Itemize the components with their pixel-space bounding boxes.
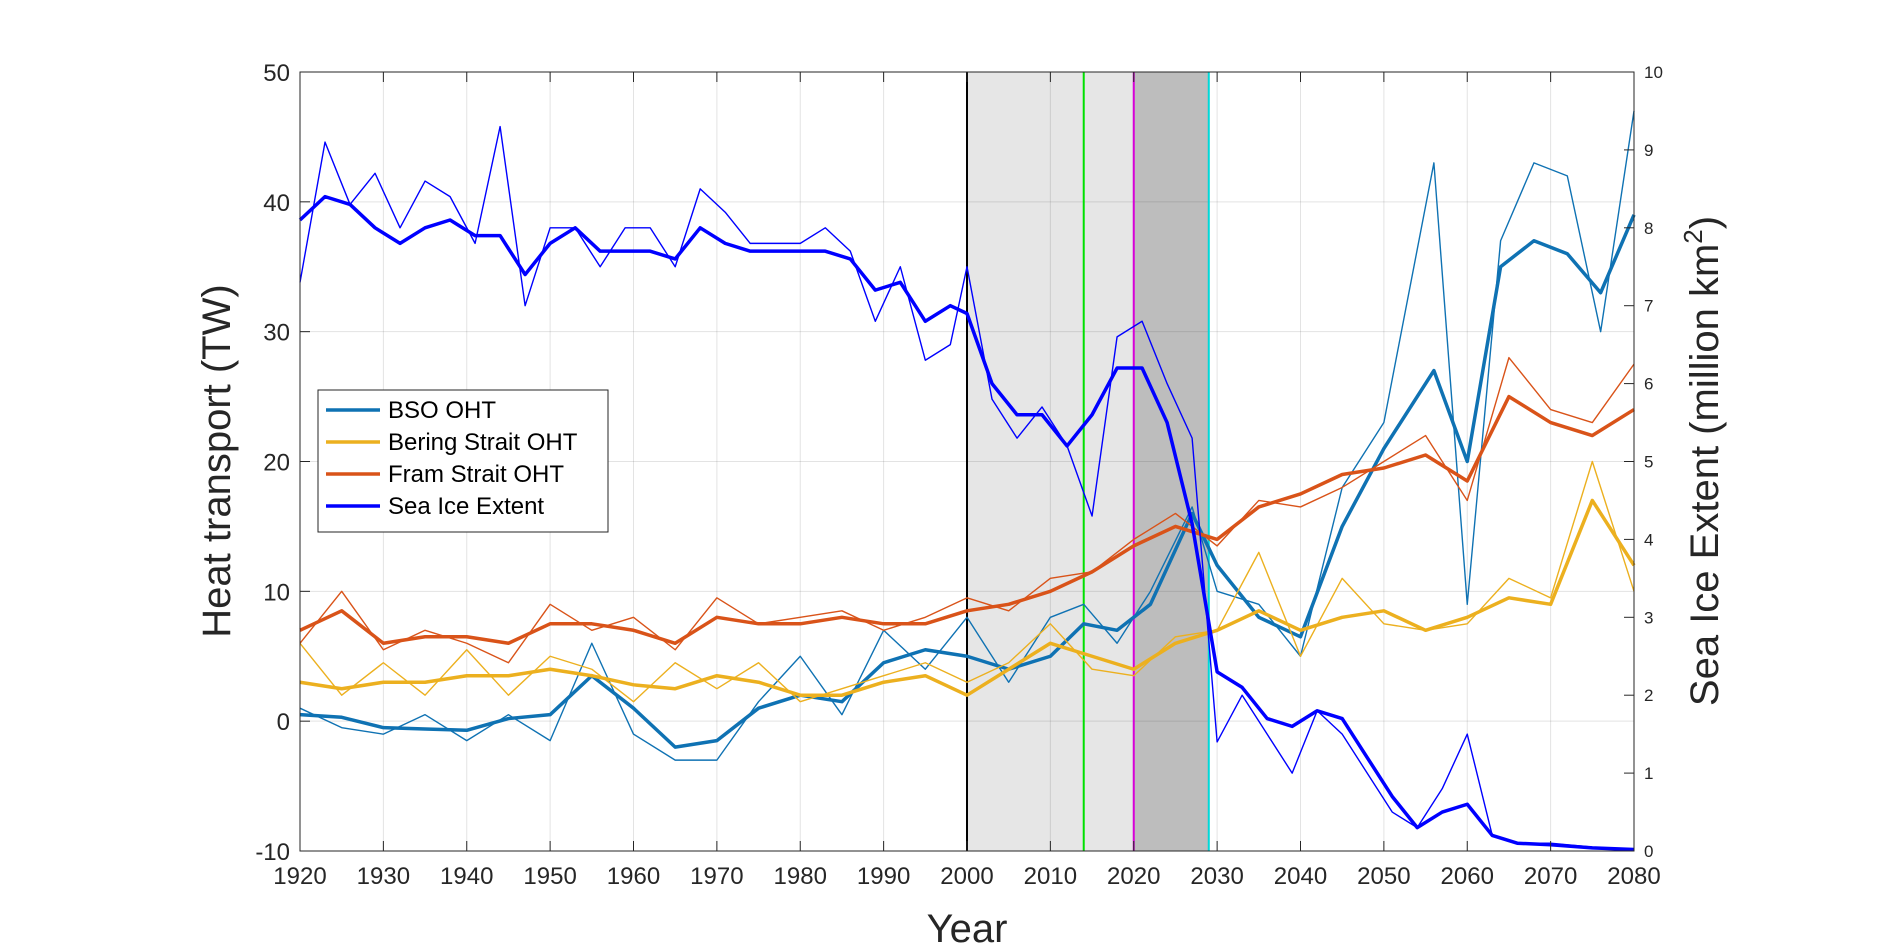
vertical-markers bbox=[966, 72, 1210, 851]
x-tick-label: 1970 bbox=[690, 863, 743, 890]
x-tick-label: 1980 bbox=[774, 863, 827, 890]
y-left-tick-label: 50 bbox=[263, 60, 290, 87]
legend-box bbox=[317, 389, 609, 533]
y-axis-right-title-suffix: ) bbox=[1683, 216, 1727, 229]
legend-label-4: Sea Ice Extent bbox=[388, 493, 544, 520]
x-tick-label: 1930 bbox=[357, 863, 410, 890]
x-tick-label: 2030 bbox=[1190, 863, 1243, 890]
y-axis-right-title: Sea Ice Extent (million km2) bbox=[1678, 216, 1727, 706]
series-smooth-line-3 bbox=[299, 394, 1635, 646]
x-tick-label: 1920 bbox=[273, 863, 326, 890]
x-tick-label: 2020 bbox=[1107, 863, 1160, 890]
x-tick-label: 1950 bbox=[523, 863, 576, 890]
y-right-tick-label: 8 bbox=[1644, 219, 1653, 238]
y-right-tick-label: 2 bbox=[1644, 686, 1653, 705]
y-right-tick-label: 5 bbox=[1644, 453, 1653, 472]
y-left-tick-label: 10 bbox=[263, 579, 290, 606]
x-axis-title: Year bbox=[927, 907, 1008, 949]
y-axis-left-title: Heat transport (TW) bbox=[195, 284, 239, 637]
x-tick-label: 2010 bbox=[1024, 863, 1077, 890]
y-right-tick-label: 4 bbox=[1644, 530, 1653, 549]
legend-label-3: Fram Strait OHT bbox=[388, 461, 564, 488]
y-right-tick-label: 10 bbox=[1644, 63, 1663, 82]
series-smooth-line-4 bbox=[298, 194, 1635, 852]
x-tick-label: 1990 bbox=[857, 863, 910, 890]
y-right-tick-label: 9 bbox=[1644, 141, 1653, 160]
legend: BSO OHT Bering Strait OHT Fram Strait OHT S… bbox=[317, 389, 609, 533]
y-right-tick-label: 7 bbox=[1644, 297, 1653, 316]
series-raw-line-2 bbox=[299, 460, 1635, 703]
y-right-tick-label: 6 bbox=[1644, 375, 1653, 394]
shaded-regions bbox=[967, 72, 1209, 851]
series-layer bbox=[298, 110, 1636, 852]
axes-ticks: 1920 1930 1940 1950 1960 1970 1980 1990 2000 2010… bbox=[255, 60, 1663, 890]
y-left-tick-label: 0 bbox=[277, 709, 290, 736]
y-right-tick-label: 1 bbox=[1644, 764, 1653, 783]
legend-label-1: BSO OHT bbox=[388, 397, 496, 424]
shaded-region-2 bbox=[1133, 72, 1209, 851]
y-left-tick-label: 20 bbox=[263, 450, 290, 477]
x-tick-label: 2050 bbox=[1357, 863, 1410, 890]
y-right-tick-label: 0 bbox=[1644, 842, 1653, 861]
y-left-tick-label: -10 bbox=[255, 839, 290, 866]
y-left-tick-label: 40 bbox=[263, 190, 290, 217]
legend-label-2: Bering Strait OHT bbox=[388, 429, 578, 456]
y-axis-right-title-sup: 2 bbox=[1678, 229, 1708, 243]
series-raw-line-4 bbox=[299, 125, 1635, 851]
x-tick-label: 2040 bbox=[1274, 863, 1327, 890]
x-tick-label: 2000 bbox=[940, 863, 993, 890]
y-right-tick-label: 3 bbox=[1644, 608, 1653, 627]
series-raw-line-1 bbox=[299, 110, 1635, 761]
y-left-tick-label: 30 bbox=[263, 320, 290, 347]
shaded-region-1 bbox=[967, 72, 1134, 851]
y-axis-right-title-main: Sea Ice Extent (million km bbox=[1683, 244, 1727, 706]
x-tick-label: 2070 bbox=[1524, 863, 1577, 890]
x-tick-label: 2060 bbox=[1441, 863, 1494, 890]
x-tick-label: 1960 bbox=[607, 863, 660, 890]
x-tick-label: 1940 bbox=[440, 863, 493, 890]
series-smooth-line-2 bbox=[299, 498, 1636, 697]
series-raw-line-3 bbox=[299, 356, 1635, 664]
x-tick-label: 2080 bbox=[1607, 863, 1660, 890]
